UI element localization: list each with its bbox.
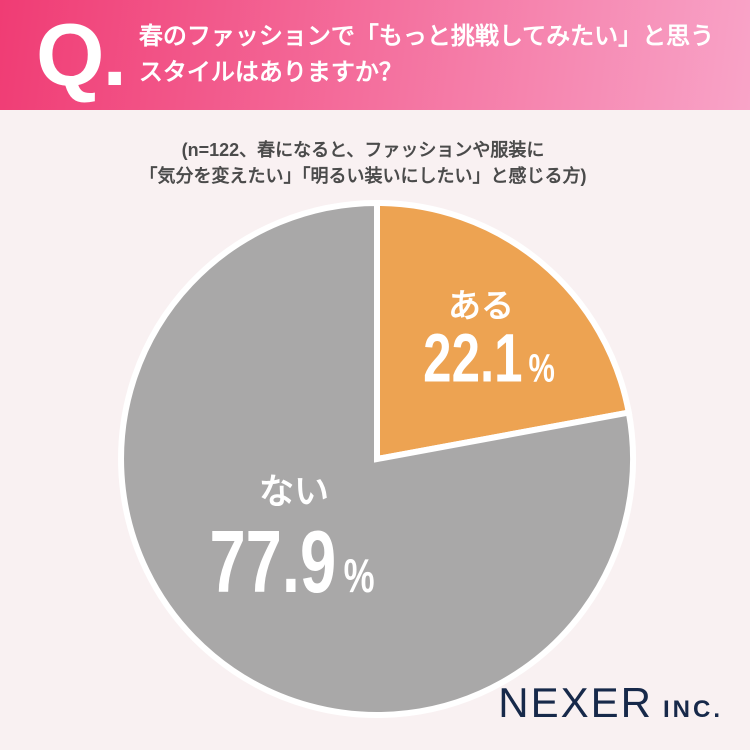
question-header: Q. 春のファッションで「もっと挑戦してみたい」と思う スタイルはありますか？ [0,0,750,110]
nexer-logo-name: NEXER [498,679,653,726]
slice-value-nai-unit: % [343,549,375,602]
pie-slice-aru [374,199,633,463]
slice-value-nai: 77.9% [209,511,374,613]
nexer-logo-suffix: INC. [663,696,723,723]
slice-label-aru: ある [448,287,514,324]
question-title-line2: スタイルはありますか？ [138,59,403,86]
slice-value-aru-unit: % [528,346,555,391]
question-title-line1: 春のファッションで「もっと挑戦してみたい」と思う [138,23,715,50]
slice-value-aru: 22.1% [423,319,555,398]
question-mark: Q. [36,5,127,104]
slice-label-nai: ない [258,472,330,512]
question-title: 春のファッションで「もっと挑戦してみたい」と思う スタイルはありますか？ [139,19,714,91]
slice-value-aru-number: 22.1 [423,319,523,397]
nexer-logo: NEXER INC. [498,679,723,727]
slice-value-nai-number: 77.9 [209,512,337,611]
survey-note-line2: 「気分を変えたい」「明るい装いにしたい」と感じる方) [139,166,587,186]
pie-slice-nai [118,199,636,718]
survey-note-line1: (n=122、春になると、ファッションや服装に [181,140,545,160]
survey-note: (n=122、春になると、ファッションや服装に 「気分を変えたい」「明るい装いに… [0,137,738,189]
